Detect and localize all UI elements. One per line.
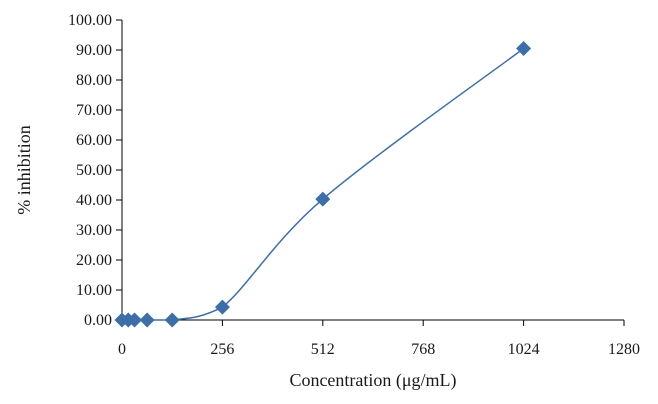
y-tick-label: 70.00 [76, 102, 112, 119]
y-tick-label: 80.00 [76, 72, 112, 89]
y-axis-title: % inhibition [14, 125, 34, 215]
y-tick-label: 90.00 [76, 42, 112, 59]
x-tick-label: 0 [118, 341, 126, 358]
data-markers [114, 41, 532, 328]
y-tick-label: 100.00 [68, 12, 112, 29]
x-tick-label: 768 [411, 341, 435, 358]
y-axis-ticks: 0.00 10.00 20.00 30.00 40.00 50.00 60.00 70.00 8… [68, 12, 122, 329]
y-tick-label: 50.00 [76, 162, 112, 179]
x-tick-label: 512 [311, 341, 335, 358]
series-line [121, 47, 525, 321]
data-point-7 [516, 41, 532, 56]
x-tick-label: 1024 [508, 341, 540, 358]
x-tick-label: 256 [210, 341, 234, 358]
x-tick-label: 1280 [608, 341, 640, 358]
y-tick-label: 40.00 [76, 192, 112, 209]
x-axis-title: Concentration (μg/mL) [289, 370, 456, 391]
y-tick-label: 0.00 [84, 312, 112, 329]
y-tick-label: 60.00 [76, 132, 112, 149]
data-point-6 [315, 191, 331, 207]
data-point-3 [139, 312, 155, 328]
data-point-2 [127, 312, 143, 328]
y-tick-label: 10.00 [76, 282, 112, 299]
y-tick-label: 30.00 [76, 222, 112, 239]
data-point-5 [214, 299, 230, 315]
x-axis-ticks: 0 256 512 768 1024 1280 [118, 320, 640, 358]
data-point-4 [164, 312, 180, 328]
y-tick-label: 20.00 [76, 252, 112, 269]
